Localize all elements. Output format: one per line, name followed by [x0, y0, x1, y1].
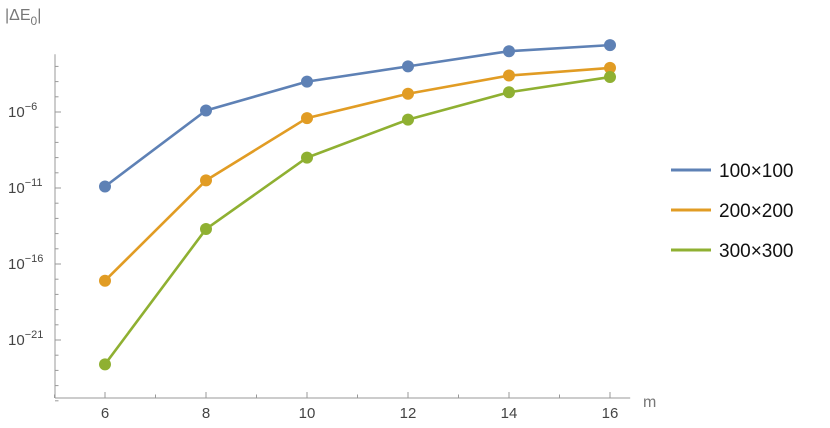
x-tick-label: 12 [400, 405, 417, 422]
data-point [604, 61, 616, 74]
data-point [604, 39, 616, 52]
data-point [402, 60, 414, 73]
y-tick-label: 10−6 [8, 101, 37, 121]
legend-item: 100×100 [671, 161, 794, 182]
legend-label: 100×100 [719, 161, 794, 182]
x-axis-title: m [643, 394, 656, 411]
y-axis-title: |ΔE0| [5, 7, 41, 28]
data-point [301, 151, 313, 164]
series-line [104, 66, 611, 282]
y-axis-title-close: | [37, 7, 41, 24]
legend-label: 300×300 [719, 241, 794, 262]
y-axis-title-sub: 0 [31, 14, 38, 28]
series-line [103, 75, 611, 366]
data-point [503, 86, 515, 99]
data-point [99, 180, 111, 193]
data-point [200, 223, 212, 236]
series-line [104, 43, 611, 188]
legend: 100×100 200×200 300×300 [671, 161, 794, 262]
series-layer [99, 39, 616, 371]
data-point [301, 112, 313, 125]
series-3 [99, 71, 616, 371]
series-1 [99, 39, 616, 193]
y-tick-label: 10−11 [8, 177, 43, 197]
data-point [402, 87, 414, 100]
data-point [503, 69, 515, 82]
x-tick-label: 6 [101, 405, 109, 422]
legend-item: 300×300 [671, 241, 794, 262]
data-point [99, 274, 111, 287]
x-tick-label: 8 [202, 405, 210, 422]
x-tick-label: 14 [501, 405, 518, 422]
axes: 6 8 10 12 14 16 10−21 10−16 10−11 10−6 [8, 54, 631, 422]
y-ticks: 10−21 10−16 10−11 10−6 [8, 65, 61, 402]
data-point [503, 45, 515, 58]
data-point [200, 104, 212, 117]
data-point [99, 358, 111, 371]
legend-item: 200×200 [671, 201, 794, 222]
x-ticks: 6 8 10 12 14 16 [54, 392, 619, 422]
data-point [200, 174, 212, 187]
x-tick-label: 10 [299, 405, 316, 422]
data-point [604, 71, 616, 84]
series-2 [99, 61, 616, 287]
y-tick-label: 10−21 [8, 329, 43, 349]
data-point [402, 113, 414, 126]
x-tick-label: 16 [602, 405, 619, 422]
legend-label: 200×200 [719, 201, 794, 222]
y-axis-title-main: |ΔE [5, 7, 31, 24]
y-tick-label: 10−16 [8, 253, 43, 273]
data-point [301, 75, 313, 88]
